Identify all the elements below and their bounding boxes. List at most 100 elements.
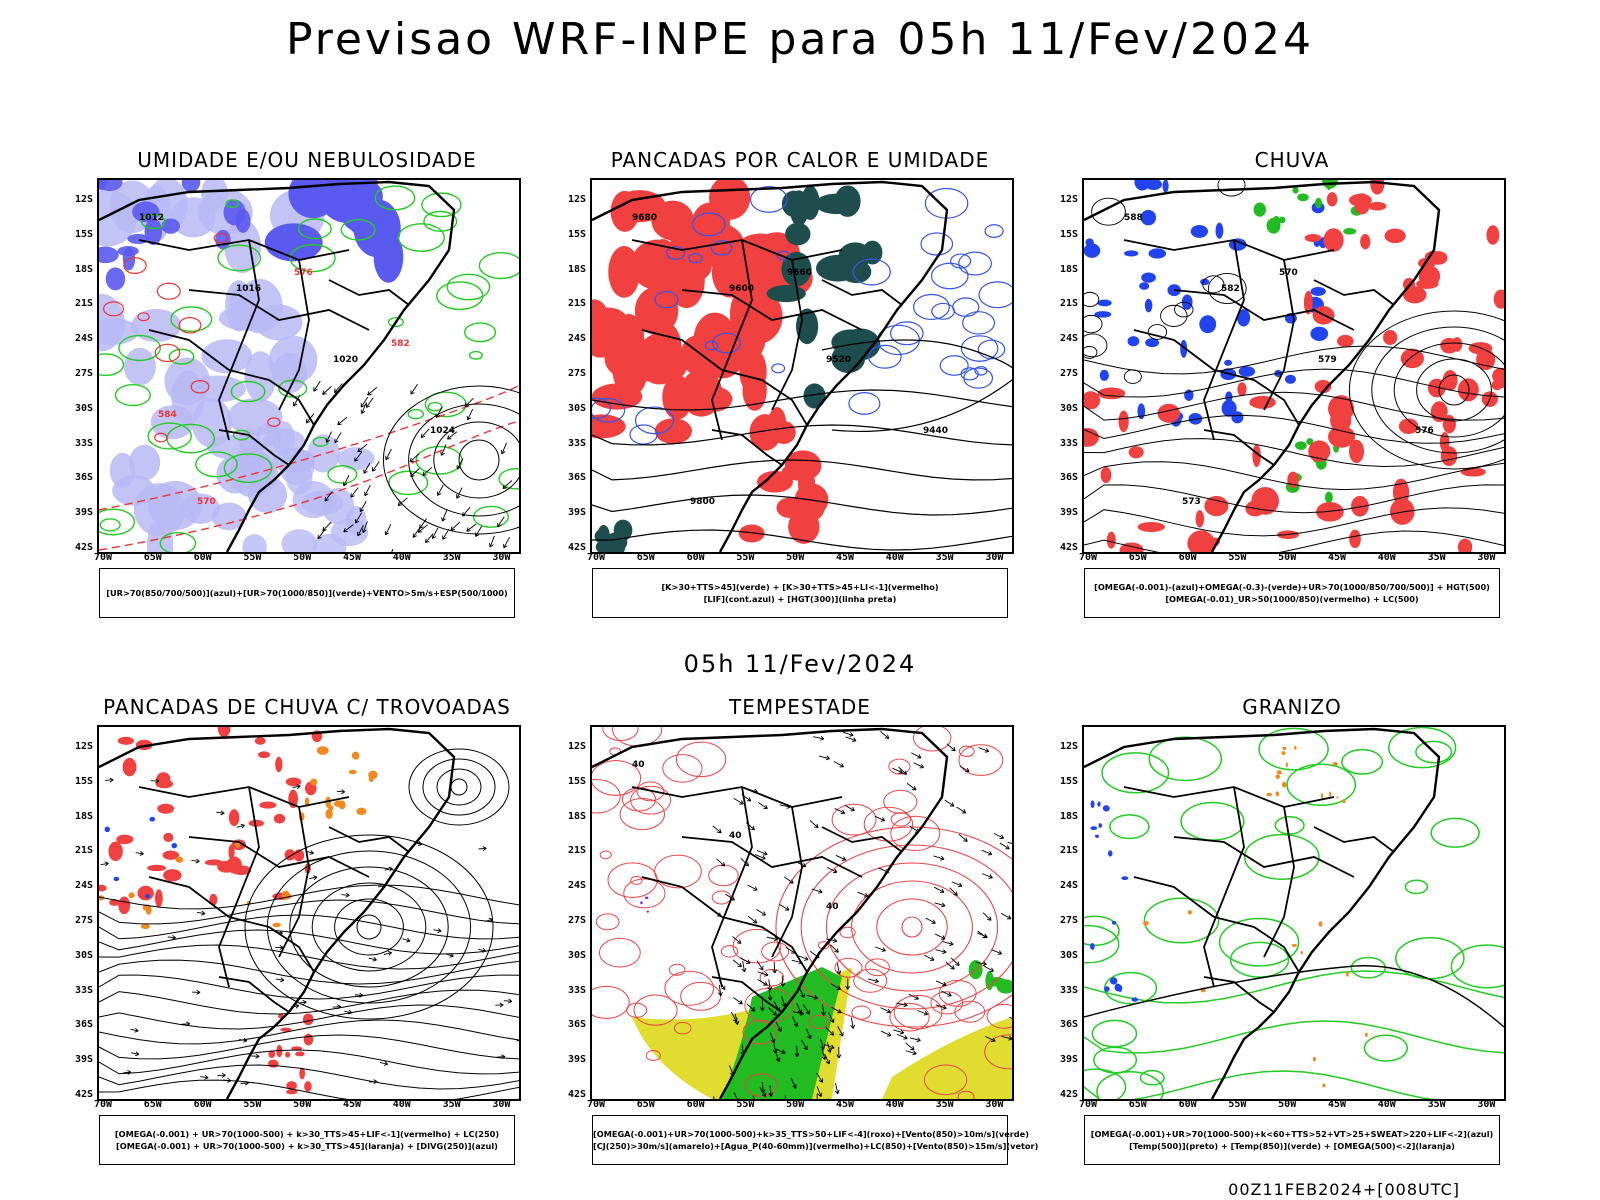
longitude-label: 55W [243,1099,262,1110]
latitude-label: 15S [567,228,586,240]
panel-title: PANCADAS DE CHUVA C/ TROVOADAS [103,695,511,719]
contour-label: 9660 [787,268,812,278]
longitude-label: 60W [193,1099,212,1110]
contour-label: 40 [826,902,839,912]
contour-label: 582 [1221,284,1240,294]
latitude-label: 27S [74,368,93,379]
longitude-label: 40W [1377,552,1396,563]
latitude-label: 27S [1059,368,1078,379]
longitude-label: 70W [93,552,113,563]
longitude-label: 45W [835,1099,855,1110]
latitude-label: 15S [74,228,93,240]
latitude-label: 21S [74,845,93,857]
map-field-layer [1084,727,1504,1099]
map-field-layer: 588 582 579 576 573 570 [1084,180,1504,552]
longitude-label: 65W [1128,552,1147,563]
longitude-label: 60W [193,552,212,563]
longitude-label: 55W [736,552,755,563]
panel-title: PANCADAS POR CALOR E UMIDADE [610,148,990,172]
latitude-label: 39S [567,1054,586,1066]
legend-line: [LIF](cont.azul) + [HGT(300)](linha pret… [703,594,897,604]
longitude-label: 45W [835,552,855,563]
panel-legend: [UR>70(850/700/500)](azul)+[UR>70(1000/8… [99,568,515,618]
contour-label: 584 [158,410,177,420]
latitude-label: 12S [74,194,93,205]
longitude-label: 30W [985,1099,1004,1110]
latitude-label: 42S [567,1089,586,1100]
panel-title: TEMPESTADE [729,695,871,719]
contour-label: 1012 [139,213,164,223]
contour-label: 579 [1318,355,1337,365]
latitude-label: 42S [1059,1089,1078,1100]
latitude-label: 33S [74,437,93,449]
run-footer: 00Z11FEB2024+[008UTC] [1228,1180,1460,1199]
latitude-label: 33S [1059,984,1078,996]
latitude-label: 18S [74,810,93,822]
latitude-label: 15S [1059,775,1078,787]
forecast-map: 1012 1016 1020 1024 570 576 582 584 [97,178,521,554]
latitude-label: 18S [1059,263,1078,275]
latitude-label: 42S [1059,542,1078,553]
contour-label: 9600 [729,284,754,294]
latitude-label: 12S [1059,741,1078,752]
latitude-label: 18S [567,810,586,822]
longitude-label: 35W [1427,552,1446,563]
longitude-label: 50W [1278,552,1297,563]
legend-line: [CJ(250)>30m/s](amarelo)+[Agua_P(40-60mm… [593,1141,1039,1151]
panel-legend: [OMEGA(-0.001) + UR>70(1000-500) + k>30_… [99,1115,515,1165]
latitude-label: 33S [567,984,586,996]
longitude-label: 30W [492,1099,511,1110]
latitude-label: 39S [1059,1054,1078,1066]
longitude-label: 65W [636,552,655,563]
forecast-map [1082,725,1506,1101]
latitude-label: 36S [74,472,93,484]
longitude-label: 40W [885,1099,904,1110]
latitude-label: 18S [567,263,586,275]
longitude-label: 55W [243,552,262,563]
longitude-label: 60W [686,1099,705,1110]
latitude-label: 18S [74,263,93,275]
latitude-label: 33S [1059,437,1078,449]
latitude-label: 33S [74,984,93,996]
longitude-label: 35W [442,1099,461,1110]
latitude-label: 36S [567,1019,586,1031]
legend-line: [OMEGA(-0.001) + UR>70(1000-500) + k>30_… [114,1129,500,1139]
longitude-label: 45W [1327,1099,1347,1110]
latitude-label: 12S [1059,194,1078,205]
longitude-label: 65W [636,1099,655,1110]
forecast-map: 40 40 40 [590,725,1014,1101]
contour-label: 576 [294,268,313,278]
panel-legend: [OMEGA(-0.001)+UR>70(1000-500)+k>35_TTS>… [592,1115,1039,1165]
longitude-label: 35W [935,1099,954,1110]
longitude-label: 45W [342,1099,362,1110]
longitude-label: 65W [1128,1099,1147,1110]
latitude-label: 36S [1059,472,1078,484]
map-field-layer [99,727,519,1099]
latitude-label: 42S [74,1089,93,1100]
map-field-layer: 9680 9600 9520 9440 9800 9660 [592,180,1012,552]
contour-label: 40 [729,831,742,841]
latitude-label: 36S [74,1019,93,1031]
contour-label: 576 [1415,426,1434,436]
latitude-label: 21S [567,298,586,310]
longitude-label: 70W [93,1099,113,1110]
latitude-label: 36S [1059,1019,1078,1031]
longitude-label: 60W [686,552,705,563]
longitude-label: 70W [1078,552,1098,563]
latitude-label: 39S [1059,507,1078,519]
latitude-label: 18S [1059,810,1078,822]
latitude-label: 21S [74,298,93,310]
contour-label: 1020 [333,355,358,365]
longitude-label: 45W [342,552,362,563]
panel-title: UMIDADE E/OU NEBULOSIDADE [137,148,477,172]
longitude-label: 50W [1278,1099,1297,1110]
panel-legend: [OMEGA(-0.001)-(azul)+OMEGA(-0.3)-(verde… [1084,568,1500,618]
contour-label: 1024 [430,426,455,436]
contour-label: 570 [197,497,216,507]
panel-legend: [K>30+TTS>45](verde) + [K>30+TTS>45+LI<-… [592,568,1008,618]
latitude-label: 30S [1059,402,1078,414]
contour-label: 9520 [826,355,851,365]
latitude-label: 12S [567,741,586,752]
latitude-label: 21S [1059,845,1078,857]
legend-line: [K>30+TTS>45](verde) + [K>30+TTS>45+LI<-… [661,582,939,592]
